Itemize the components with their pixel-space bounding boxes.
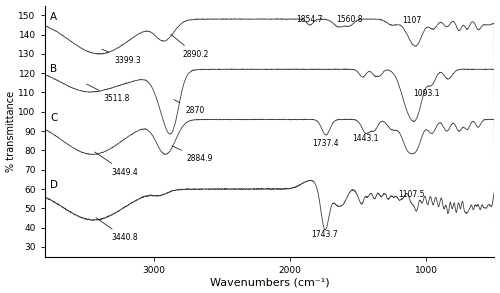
Text: 3449.4: 3449.4: [95, 152, 138, 177]
Text: 2890.2: 2890.2: [171, 34, 208, 59]
Text: 1107: 1107: [402, 16, 421, 25]
Text: A: A: [50, 12, 57, 22]
Text: 3399.3: 3399.3: [102, 49, 141, 65]
X-axis label: Wavenumbers (cm⁻¹): Wavenumbers (cm⁻¹): [210, 277, 330, 287]
Text: 1737.4: 1737.4: [312, 139, 339, 149]
Text: C: C: [50, 113, 58, 122]
Text: B: B: [50, 64, 57, 74]
Text: 1443.1: 1443.1: [352, 134, 379, 143]
Text: 3511.8: 3511.8: [86, 84, 130, 103]
Text: 1743.7: 1743.7: [312, 230, 338, 239]
Text: 1854.7: 1854.7: [296, 15, 323, 24]
Text: 2870: 2870: [174, 100, 204, 115]
Y-axis label: % transmittance: % transmittance: [6, 91, 16, 172]
Text: 1560.8: 1560.8: [336, 15, 363, 24]
Text: 3440.8: 3440.8: [96, 218, 138, 243]
Text: 2884.9: 2884.9: [172, 146, 213, 163]
Text: 1093.1: 1093.1: [414, 89, 440, 98]
Text: 1107.5: 1107.5: [398, 190, 425, 199]
Text: D: D: [50, 180, 58, 190]
